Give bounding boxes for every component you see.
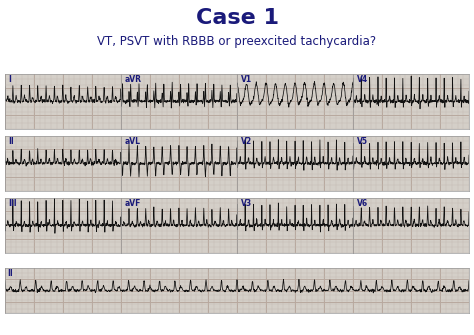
- Text: V5: V5: [356, 137, 368, 146]
- Text: V4: V4: [356, 75, 368, 84]
- Text: II: II: [7, 269, 13, 278]
- Text: III: III: [8, 199, 17, 208]
- Text: V2: V2: [240, 137, 252, 146]
- Text: I: I: [8, 75, 11, 84]
- Text: aVR: aVR: [124, 75, 141, 84]
- Text: aVL: aVL: [124, 137, 140, 146]
- Text: V6: V6: [356, 199, 368, 208]
- Text: aVF: aVF: [124, 199, 141, 208]
- Text: V1: V1: [240, 75, 252, 84]
- Text: Case 1: Case 1: [195, 8, 279, 28]
- Text: V3: V3: [240, 199, 252, 208]
- Text: II: II: [8, 137, 14, 146]
- Text: VT, PSVT with RBBB or preexcited tachycardia?: VT, PSVT with RBBB or preexcited tachyca…: [98, 35, 376, 48]
